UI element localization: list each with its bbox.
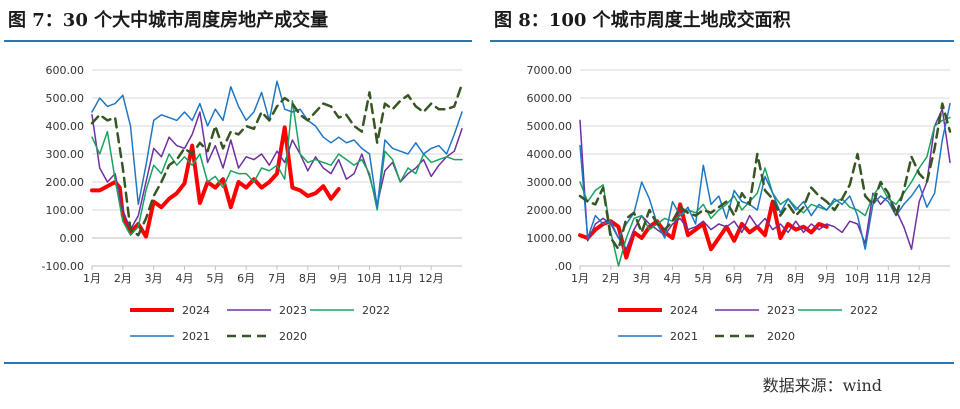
y-tick-label: 300.00	[46, 148, 85, 161]
x-tick-label: 10月	[845, 272, 870, 285]
right-chart-title: 图 8：100 个城市周度土地成交面积	[494, 10, 791, 31]
series-line-2022	[91, 100, 463, 236]
left-title-rule	[4, 40, 472, 42]
y-tick-label: 6000.00	[527, 92, 573, 105]
series-line-2022	[579, 116, 951, 267]
y-tick-label: 200.00	[46, 176, 85, 189]
x-tick-label: 4月	[664, 272, 682, 285]
chart-land-transactions: .00 1000.00 2000.00 3000.00 4000.00 5000.00 60…	[527, 64, 952, 343]
x-tick-label: 2月	[114, 272, 132, 285]
left-chart-title: 图 7：30 个大中城市周度房地产成交量	[8, 10, 329, 31]
series-line-2020	[90, 82, 464, 237]
y-tick-label: 4000.00	[527, 148, 573, 161]
series-line-2020	[578, 102, 952, 251]
y-tick-label: -100.00	[42, 260, 84, 273]
y-tick-label: 600.00	[46, 64, 85, 77]
x-tick-label: 7月	[756, 272, 774, 285]
x-tick-label: 3月	[145, 272, 163, 285]
x-tick-label: 5月	[206, 272, 224, 285]
x-tick-label: 3月	[633, 272, 651, 285]
x-tick-label: 12月	[419, 272, 444, 285]
x-tick-label: 8月	[299, 272, 317, 285]
x-tick-label: 10月	[357, 272, 382, 285]
legend-label-2023: 2023	[767, 304, 795, 317]
y-tick-label: 400.00	[46, 120, 85, 133]
legend-label-2020: 2020	[767, 330, 795, 343]
footer-rule	[4, 362, 954, 364]
x-tick-label: 7月	[268, 272, 286, 285]
y-tick-label: 0.00	[60, 232, 85, 245]
legend-label-2024: 2024	[670, 304, 698, 317]
source-note: 数据来源：wind	[762, 376, 882, 395]
series-line-2021	[91, 80, 463, 208]
legend-label-2022: 2022	[362, 304, 390, 317]
x-tick-label: 12月	[907, 272, 932, 285]
x-tick-label: 6月	[725, 272, 743, 285]
x-tick-label: 5月	[694, 272, 712, 285]
x-tick-label: 11月	[876, 272, 901, 285]
y-tick-label: 2000.00	[527, 204, 573, 217]
right-title-rule	[490, 40, 954, 42]
y-tick-label: 3000.00	[527, 176, 573, 189]
legend-label-2021: 2021	[182, 330, 210, 343]
chart-housing-transactions: -100.00 0.00 100.00 200.00 300.00 400.00 500.0…	[42, 64, 464, 343]
x-tick-label: 8月	[787, 272, 805, 285]
legend-label-2024: 2024	[182, 304, 210, 317]
x-tick-label: 11月	[388, 272, 413, 285]
series-line-2021	[579, 102, 951, 250]
y-tick-label: 7000.00	[527, 64, 573, 77]
x-tick-label: 9月	[818, 272, 836, 285]
legend-label-2021: 2021	[670, 330, 698, 343]
y-tick-label: 1000.00	[527, 232, 573, 245]
x-tick-label: 1月	[83, 272, 101, 285]
x-tick-label: 6月	[237, 272, 255, 285]
x-tick-label: 2月	[602, 272, 620, 285]
series-line-2024	[90, 125, 341, 239]
legend-label-2023: 2023	[279, 304, 307, 317]
x-tick-label: 1月	[571, 272, 589, 285]
y-tick-label: 100.00	[46, 204, 85, 217]
x-tick-label: 4月	[176, 272, 194, 285]
y-tick-label: 500.00	[46, 92, 85, 105]
legend-label-2020: 2020	[279, 330, 307, 343]
y-tick-label: .00	[555, 260, 573, 273]
y-tick-label: 5000.00	[527, 120, 573, 133]
legend-label-2022: 2022	[850, 304, 878, 317]
x-tick-label: 9月	[330, 272, 348, 285]
